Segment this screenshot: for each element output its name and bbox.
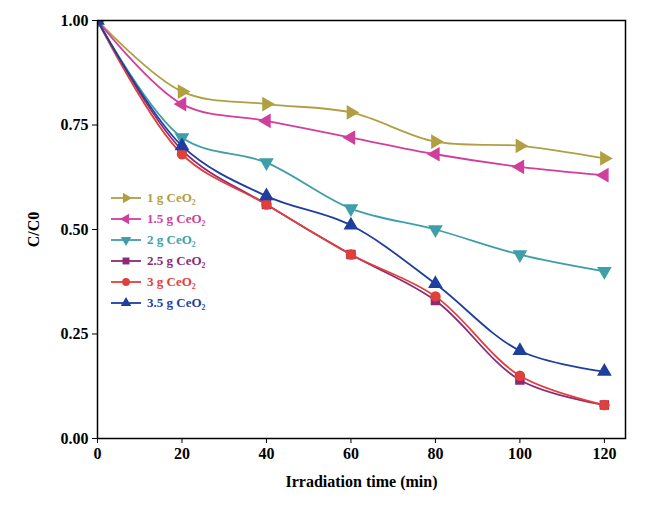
svg-text:120: 120 xyxy=(592,445,616,462)
svg-text:0.00: 0.00 xyxy=(61,430,89,447)
html-text:1 g CeO₂: 1 g CeO₂ xyxy=(147,189,196,205)
svg-text:C/C0: C/C0 xyxy=(25,212,42,248)
html-text:2.5 g CeO₂: 2.5 g CeO₂ xyxy=(147,252,206,268)
svg-text:Irradiation time (min): Irradiation time (min) xyxy=(286,473,438,491)
svg-text:60: 60 xyxy=(343,445,359,462)
svg-text:40: 40 xyxy=(258,445,274,462)
svg-text:80: 80 xyxy=(427,445,443,462)
html-text:1.5 g CeO₂: 1.5 g CeO₂ xyxy=(147,210,206,226)
svg-text:20: 20 xyxy=(174,445,190,462)
html-text:2 g CeO₂: 2 g CeO₂ xyxy=(147,231,196,247)
svg-text:0.75: 0.75 xyxy=(61,116,89,133)
svg-text:1.00: 1.00 xyxy=(61,12,89,29)
svg-text:0: 0 xyxy=(94,445,102,462)
html-text:3.5 g CeO₂: 3.5 g CeO₂ xyxy=(147,294,206,310)
svg-text:0.50: 0.50 xyxy=(61,221,89,238)
svg-text:0.25: 0.25 xyxy=(61,325,89,342)
html-text:3 g CeO₂: 3 g CeO₂ xyxy=(147,273,196,289)
svg-text:100: 100 xyxy=(508,445,532,462)
